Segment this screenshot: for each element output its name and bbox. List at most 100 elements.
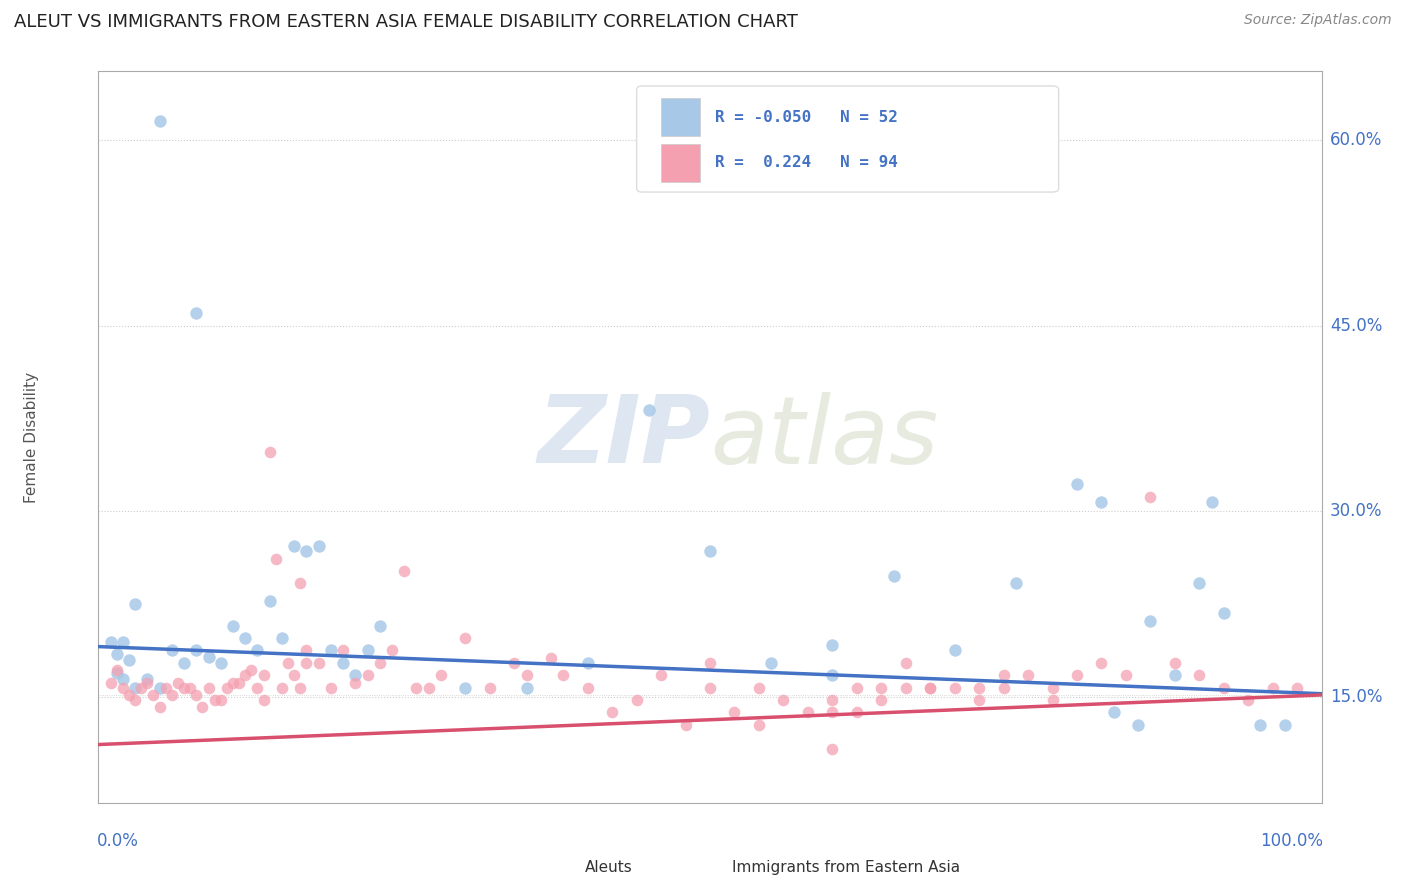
Point — [136, 672, 159, 686]
Point — [1128, 717, 1150, 731]
Point — [1188, 668, 1211, 682]
Point — [124, 598, 146, 612]
Point — [870, 693, 893, 707]
Point — [233, 631, 256, 645]
Point — [283, 668, 305, 682]
Point — [1212, 606, 1234, 620]
Point — [283, 539, 305, 553]
Point — [246, 681, 269, 695]
Point — [870, 681, 893, 695]
Point — [797, 706, 820, 720]
Point — [1090, 494, 1112, 508]
Point — [761, 656, 783, 670]
Point — [186, 688, 208, 702]
Point — [344, 668, 367, 682]
Point — [124, 693, 146, 707]
Point — [105, 663, 128, 677]
Point — [967, 693, 990, 707]
Point — [821, 742, 844, 756]
Point — [308, 656, 330, 670]
Point — [626, 693, 648, 707]
Point — [392, 564, 416, 578]
Text: 45.0%: 45.0% — [1330, 317, 1382, 334]
Point — [1261, 681, 1284, 695]
Point — [259, 593, 281, 607]
Point — [1066, 477, 1088, 491]
Point — [943, 681, 966, 695]
Point — [883, 569, 905, 583]
Point — [1274, 717, 1296, 731]
FancyBboxPatch shape — [637, 86, 1059, 192]
Text: Aleuts: Aleuts — [585, 860, 633, 875]
Point — [1249, 717, 1271, 731]
Point — [920, 681, 942, 695]
Point — [155, 681, 177, 695]
Point — [246, 643, 269, 657]
Text: Female Disability: Female Disability — [24, 371, 38, 503]
Point — [430, 668, 453, 682]
Point — [821, 638, 844, 652]
Point — [418, 681, 440, 695]
Point — [129, 681, 152, 695]
Text: 60.0%: 60.0% — [1330, 130, 1382, 149]
Point — [637, 402, 661, 417]
Point — [845, 681, 868, 695]
Point — [515, 681, 537, 695]
Point — [252, 668, 274, 682]
Point — [167, 675, 190, 690]
Point — [675, 717, 697, 731]
Point — [319, 643, 342, 657]
Point — [142, 688, 165, 702]
Point — [215, 681, 238, 695]
Point — [100, 675, 122, 690]
Point — [723, 706, 745, 720]
Text: Source: ZipAtlas.com: Source: ZipAtlas.com — [1244, 13, 1392, 28]
FancyBboxPatch shape — [697, 856, 724, 878]
Point — [967, 681, 990, 695]
Point — [173, 656, 195, 670]
Point — [1139, 614, 1161, 628]
Point — [319, 681, 342, 695]
FancyBboxPatch shape — [551, 856, 578, 878]
Point — [179, 681, 201, 695]
Point — [252, 693, 274, 707]
Point — [344, 675, 367, 690]
Point — [540, 650, 562, 665]
Point — [1115, 668, 1137, 682]
Point — [332, 643, 354, 657]
Text: R = -0.050   N = 52: R = -0.050 N = 52 — [714, 110, 898, 125]
Point — [197, 649, 219, 664]
Point — [821, 693, 844, 707]
Text: atlas: atlas — [710, 392, 938, 483]
Point — [105, 665, 128, 680]
Point — [368, 618, 391, 632]
FancyBboxPatch shape — [661, 144, 700, 182]
Point — [478, 681, 501, 695]
Point — [576, 656, 599, 670]
Point — [503, 656, 526, 670]
Point — [821, 706, 844, 720]
Point — [454, 631, 477, 645]
Point — [772, 693, 794, 707]
Point — [920, 681, 942, 695]
Point — [1139, 490, 1161, 504]
Point — [1164, 656, 1187, 670]
Point — [1090, 656, 1112, 670]
Point — [1286, 681, 1309, 695]
Point — [1212, 681, 1234, 695]
Point — [160, 688, 183, 702]
Point — [1201, 494, 1223, 508]
Point — [381, 643, 404, 657]
Point — [295, 656, 318, 670]
Point — [270, 631, 294, 645]
Point — [699, 656, 721, 670]
Point — [111, 672, 134, 686]
Point — [118, 653, 141, 667]
Point — [111, 634, 134, 648]
Point — [515, 668, 537, 682]
Point — [270, 681, 294, 695]
Point — [222, 675, 245, 690]
Point — [894, 681, 917, 695]
Point — [894, 656, 917, 670]
Point — [290, 576, 312, 591]
